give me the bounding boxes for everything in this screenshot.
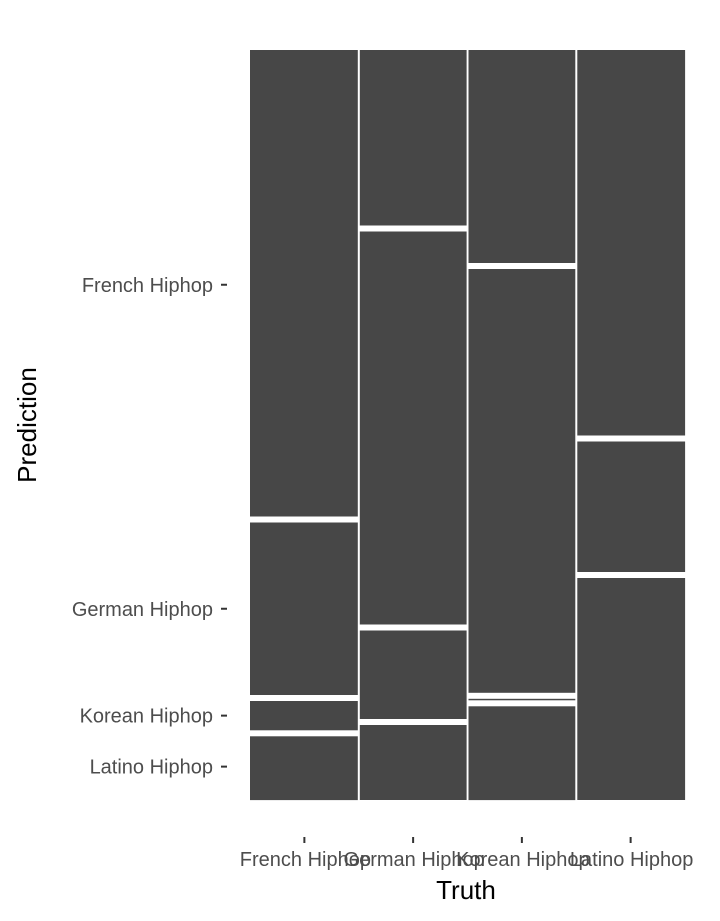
tile-german-hiphop-german-hiphop: [359, 231, 467, 625]
tile-french-hiphop-korean-hiphop: [250, 701, 358, 731]
x-tick-label-french-hiphop: French Hiphop: [240, 849, 371, 871]
x-axis-title: Truth: [436, 875, 496, 905]
y-tick-label-korean-hiphop: Korean Hiphop: [80, 706, 213, 728]
tile-french-hiphop-german-hiphop: [250, 522, 358, 695]
x-tick-label-korean-hiphop: Korean Hiphop: [456, 849, 589, 871]
y-axis: French Hiphop German Hiphop Korean Hiphop L…: [72, 275, 227, 779]
tile-german-hiphop-korean-hiphop: [359, 630, 467, 719]
tile-french-hiphop-french-hiphop: [250, 50, 358, 517]
tile-latino-hiphop-french-hiphop: [577, 50, 686, 436]
mosaic-tiles: [250, 50, 686, 801]
y-tick-label-german-hiphop: German Hiphop: [72, 599, 213, 621]
tile-korean-hiphop-french-hiphop: [468, 50, 576, 263]
tile-german-hiphop-latino-hiphop: [359, 725, 467, 800]
y-axis-title: Prediction: [12, 367, 42, 483]
tile-korean-hiphop-german-hiphop: [468, 269, 576, 693]
tile-korean-hiphop-korean-hiphop: [468, 698, 576, 701]
tile-korean-hiphop-latino-hiphop: [468, 706, 576, 801]
y-tick-label-french-hiphop: French Hiphop: [82, 275, 213, 297]
y-tick-label-latino-hiphop: Latino Hiphop: [90, 757, 213, 779]
x-tick-label-latino-hiphop: Latino Hiphop: [570, 849, 693, 871]
tile-latino-hiphop-latino-hiphop: [577, 578, 686, 800]
tile-french-hiphop-latino-hiphop: [250, 736, 358, 801]
x-tick-label-german-hiphop: German Hiphop: [344, 849, 485, 871]
tile-german-hiphop-french-hiphop: [359, 50, 467, 226]
tile-latino-hiphop-german-hiphop: [577, 441, 686, 572]
